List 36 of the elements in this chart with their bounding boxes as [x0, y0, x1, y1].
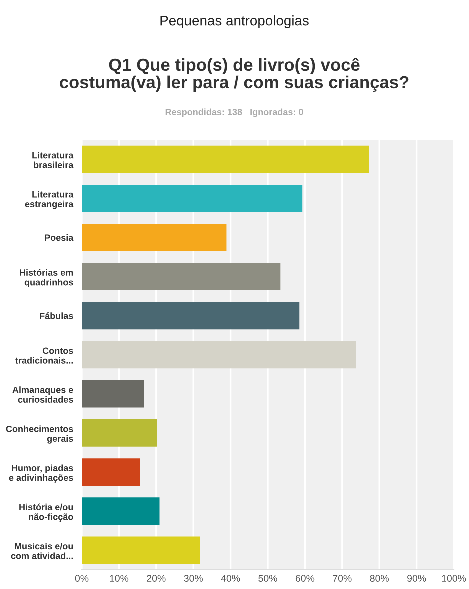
bar — [82, 302, 300, 330]
y-tick-label: Almanaques e curiosidades — [12, 386, 74, 403]
y-tick-label: Literatura brasileira — [32, 152, 74, 168]
x-tick-label: 70% — [333, 575, 352, 582]
y-tick-label: Poesia — [45, 234, 74, 242]
bar — [82, 536, 200, 564]
x-tick-label: 20% — [147, 575, 166, 582]
y-tick-label: Conhecimentos gerais — [6, 426, 74, 444]
x-tick-label: 40% — [221, 575, 240, 582]
bar — [82, 146, 370, 174]
bar — [82, 341, 356, 369]
y-tick-label: Musicais e/ou com atividad... — [11, 542, 74, 560]
bar — [82, 380, 144, 408]
y-tick-label: Humor, piadas e adivinhações — [9, 464, 74, 483]
bar — [82, 263, 281, 290]
text: Respondidas: 138 Ignoradas: 0 — [166, 108, 304, 118]
y-tick-label: Literatura estrangeira — [25, 191, 74, 210]
y-tick-label: Fábulas — [40, 312, 74, 320]
y-tick-label: Histórias em quadrinhos — [20, 269, 74, 288]
x-tick-label: 60% — [296, 575, 315, 582]
x-tick-label: 0% — [75, 575, 89, 582]
x-tick-label: 100% — [442, 575, 466, 582]
bar — [82, 184, 303, 212]
bar — [82, 420, 158, 447]
chart-title: Pequenas antropologias — [160, 16, 309, 28]
y-tick-label: Contos tradicionais... — [16, 348, 74, 364]
bar — [82, 498, 160, 526]
x-tick-label: 10% — [110, 575, 129, 582]
chart-subtitle: Q1 Que tipo(s) de livro(s) você costuma(va) ler para / com suas crianças? — [60, 58, 409, 92]
bar — [82, 224, 227, 252]
x-tick-label: 30% — [184, 575, 203, 582]
bar — [82, 458, 140, 486]
x-tick-label: 80% — [370, 575, 389, 582]
x-tick-label: 50% — [258, 575, 278, 582]
x-tick-label: 90% — [408, 575, 426, 582]
y-tick-label: História e/ou não-ficção — [20, 504, 74, 522]
